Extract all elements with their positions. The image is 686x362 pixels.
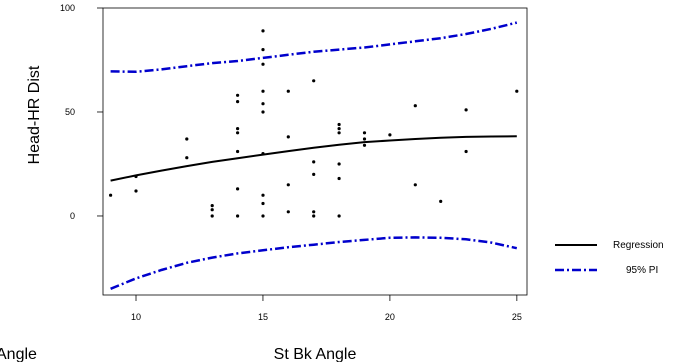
x-axis-title: St Bk Angle bbox=[274, 346, 357, 362]
data-point bbox=[236, 187, 240, 191]
data-point bbox=[337, 131, 341, 135]
data-point bbox=[261, 89, 265, 93]
data-point bbox=[261, 29, 265, 33]
data-point bbox=[515, 89, 519, 93]
data-point bbox=[210, 214, 214, 218]
data-point bbox=[439, 199, 443, 203]
series-line-regression bbox=[110, 135, 517, 182]
data-point bbox=[337, 127, 341, 131]
data-point bbox=[286, 89, 290, 93]
data-point bbox=[261, 110, 265, 114]
data-point bbox=[286, 183, 290, 187]
data-point bbox=[210, 204, 214, 208]
data-point bbox=[236, 127, 240, 131]
data-point bbox=[337, 214, 341, 218]
data-point bbox=[337, 122, 341, 127]
data-point bbox=[312, 210, 316, 214]
data-point bbox=[134, 174, 138, 179]
data-point bbox=[236, 131, 240, 135]
legend: Regression 95% PI bbox=[555, 240, 664, 276]
y-tick-label: 50 bbox=[65, 107, 75, 117]
data-point bbox=[337, 176, 341, 181]
data-point bbox=[261, 102, 265, 106]
data-point bbox=[236, 100, 240, 104]
data-point bbox=[261, 48, 265, 52]
data-point bbox=[337, 162, 341, 166]
data-point bbox=[210, 208, 214, 212]
data-point bbox=[413, 183, 417, 187]
plot-frame bbox=[102, 7, 528, 296]
x-tick-label: 10 bbox=[131, 312, 141, 322]
series-line-pi-lower bbox=[110, 236, 518, 290]
data-point bbox=[312, 160, 316, 164]
data-point bbox=[413, 104, 417, 108]
data-point bbox=[362, 143, 367, 147]
x-tick-label: 25 bbox=[512, 312, 522, 322]
series-line-pi-upper bbox=[110, 21, 518, 74]
data-point bbox=[185, 156, 189, 160]
data-point bbox=[464, 149, 468, 154]
data-point bbox=[236, 149, 240, 154]
data-point bbox=[286, 135, 290, 139]
y-tick-label: 100 bbox=[60, 3, 75, 13]
data-point bbox=[261, 152, 265, 156]
data-point bbox=[261, 193, 265, 197]
data-point bbox=[261, 214, 265, 218]
data-point bbox=[464, 108, 468, 112]
x-tick-label: 20 bbox=[385, 312, 395, 322]
legend-label-regression: Regression bbox=[613, 240, 664, 251]
data-point bbox=[236, 93, 240, 97]
data-point bbox=[362, 131, 367, 135]
legend-label-pi: 95% PI bbox=[626, 265, 658, 276]
data-point bbox=[286, 210, 290, 214]
data-point bbox=[312, 79, 316, 83]
data-point bbox=[261, 62, 265, 66]
y-axis-title: Head-HR Dist bbox=[26, 65, 43, 164]
data-point bbox=[261, 201, 265, 206]
data-point bbox=[312, 214, 316, 218]
data-point bbox=[109, 193, 113, 197]
data-point bbox=[362, 137, 367, 141]
y-tick-label: 0 bbox=[70, 211, 75, 221]
clipped-axis-label: Angle bbox=[0, 346, 37, 362]
data-point bbox=[388, 133, 392, 137]
data-point bbox=[236, 214, 240, 218]
data-point bbox=[185, 137, 189, 141]
x-tick-label: 15 bbox=[258, 312, 268, 322]
data-point bbox=[134, 189, 138, 193]
data-point bbox=[312, 172, 316, 176]
